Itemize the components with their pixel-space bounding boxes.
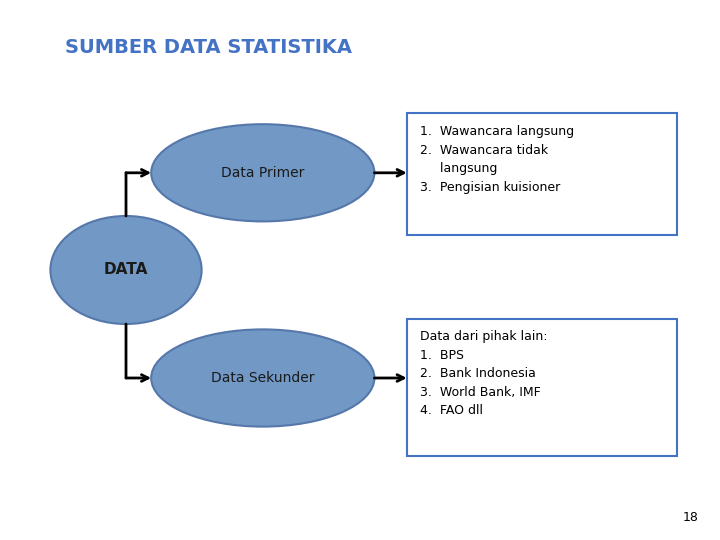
Text: Data Primer: Data Primer [221, 166, 305, 180]
Text: 18: 18 [683, 511, 698, 524]
Ellipse shape [151, 329, 374, 427]
Text: DATA: DATA [104, 262, 148, 278]
Text: Data dari pihak lain:
1.  BPS
2.  Bank Indonesia
3.  World Bank, IMF
4.  FAO dll: Data dari pihak lain: 1. BPS 2. Bank Ind… [420, 330, 547, 417]
Text: SUMBER DATA STATISTIKA: SUMBER DATA STATISTIKA [65, 38, 352, 57]
FancyBboxPatch shape [407, 319, 677, 456]
Ellipse shape [151, 124, 374, 221]
Text: Data Sekunder: Data Sekunder [211, 371, 315, 385]
Ellipse shape [50, 216, 202, 324]
FancyBboxPatch shape [407, 113, 677, 235]
Text: 1.  Wawancara langsung
2.  Wawancara tidak
     langsung
3.  Pengisian kuisioner: 1. Wawancara langsung 2. Wawancara tidak… [420, 125, 574, 194]
